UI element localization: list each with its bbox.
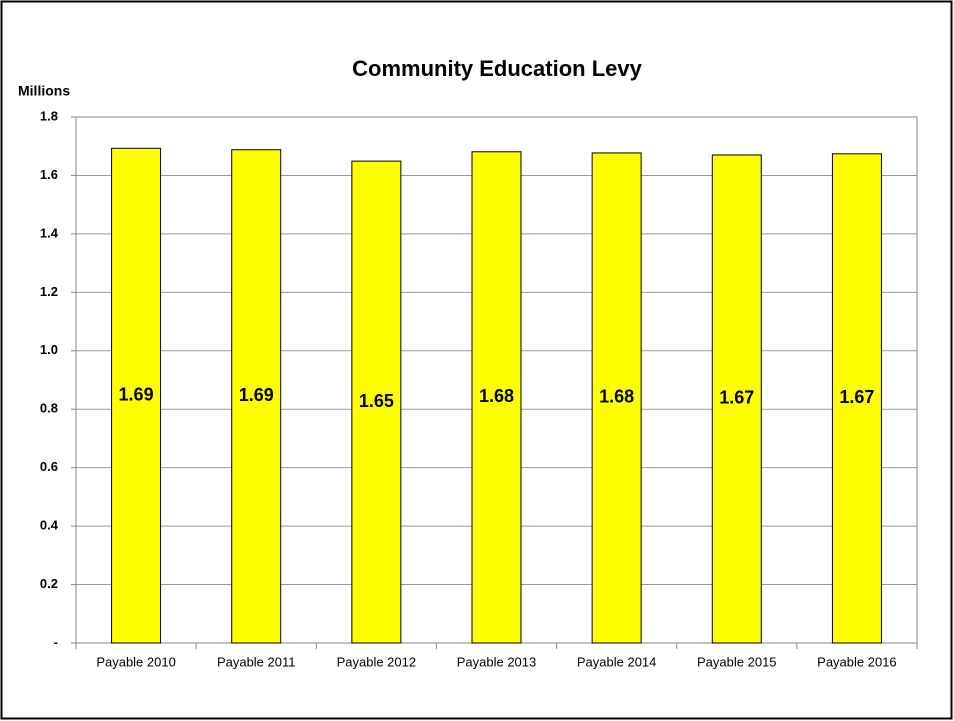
y-tick-label: 1.2 <box>40 284 58 299</box>
value-label: 1.68 <box>599 387 634 407</box>
y-tick-label: 1.8 <box>40 108 58 123</box>
bar <box>111 147 162 644</box>
y-tick-label: - <box>54 634 58 649</box>
x-tick-label: Payable 2011 <box>217 654 296 669</box>
value-label: 1.69 <box>239 385 274 405</box>
x-tick-label: Payable 2015 <box>697 654 777 669</box>
y-tick-label: 1.6 <box>40 167 58 182</box>
bar <box>591 152 642 644</box>
bar <box>351 160 402 644</box>
value-label: 1.68 <box>479 386 514 406</box>
chart-title: Community Education Levy <box>352 56 642 81</box>
y-tick-label: 1.4 <box>40 225 59 240</box>
y-tick-label: 1.0 <box>40 342 58 357</box>
bar <box>471 151 522 644</box>
value-label: 1.67 <box>719 388 754 408</box>
bar <box>711 154 762 644</box>
x-tick-label: Payable 2013 <box>457 654 537 669</box>
y-tick-label: 0.6 <box>40 459 58 474</box>
y-tick-label: 0.8 <box>40 401 58 416</box>
y-tick-label: 0.4 <box>40 518 59 533</box>
bar <box>831 153 882 644</box>
value-label: 1.65 <box>359 391 394 411</box>
x-tick-label: Payable 2016 <box>817 654 897 669</box>
value-label: 1.67 <box>839 387 874 407</box>
y-axis-label: Millions <box>18 83 70 99</box>
x-tick-label: Payable 2010 <box>96 654 176 669</box>
bar <box>231 149 282 644</box>
x-tick-label: Payable 2012 <box>337 654 417 669</box>
x-tick-label: Payable 2014 <box>577 654 657 669</box>
y-tick-label: 0.2 <box>40 576 58 591</box>
value-label: 1.69 <box>119 384 154 404</box>
